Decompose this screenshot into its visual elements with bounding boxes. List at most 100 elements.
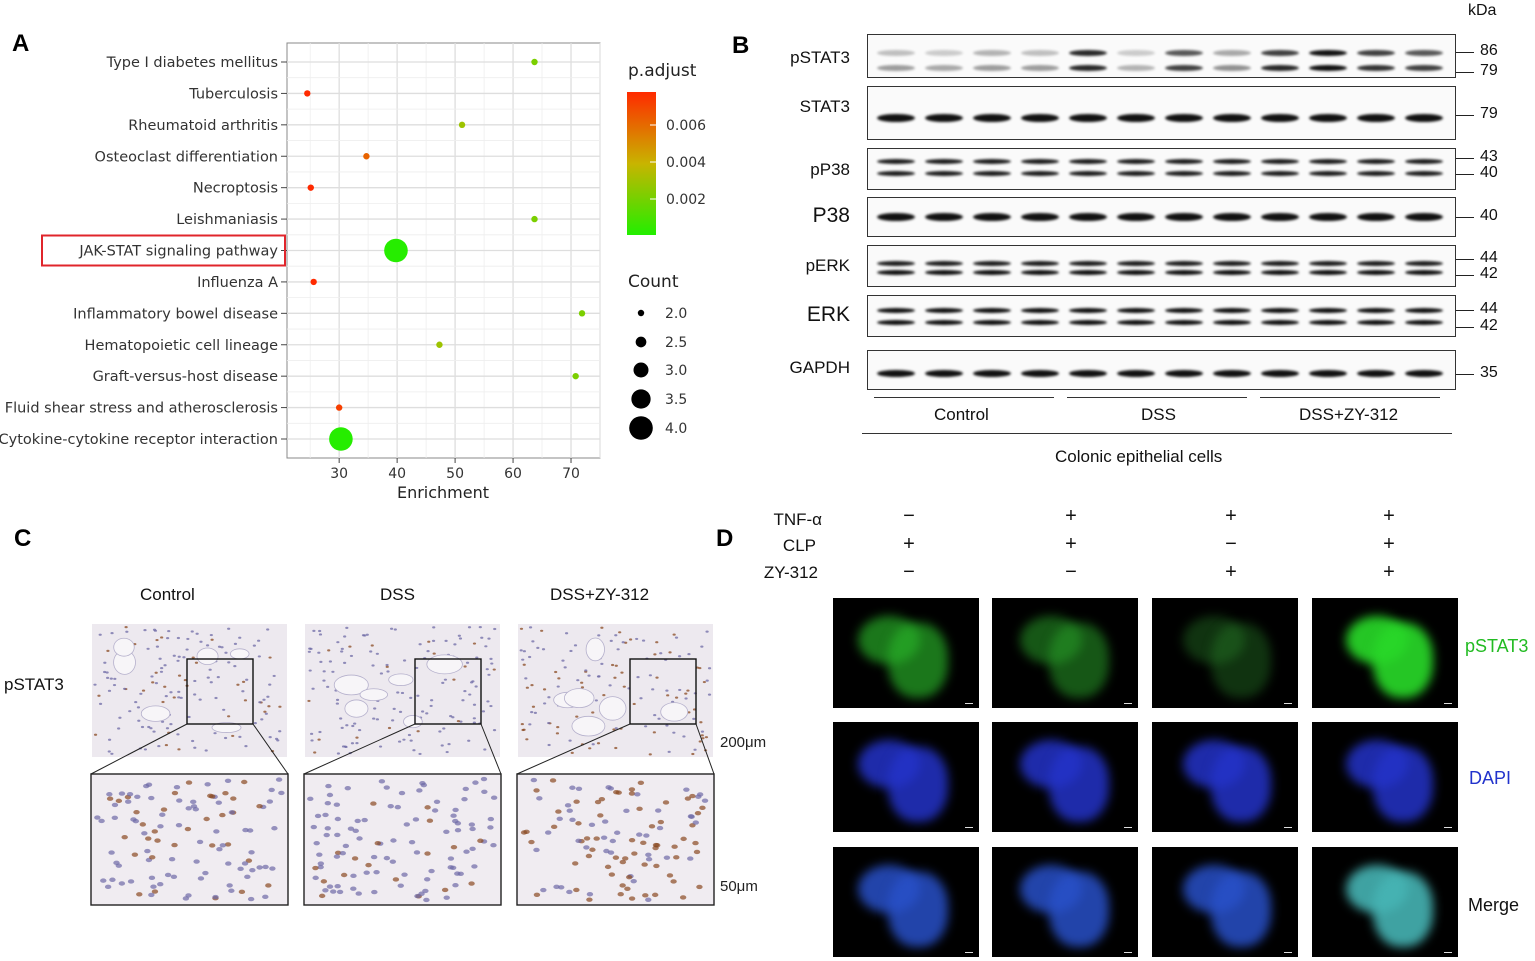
data-point [329, 427, 353, 451]
blot-gapdh [867, 350, 1456, 390]
nucleus [227, 627, 231, 630]
crypt [585, 637, 605, 662]
nucleus-zoom [324, 800, 332, 806]
nucleus [557, 677, 561, 680]
nucleus [205, 644, 210, 647]
nucleus-zoom [170, 874, 178, 879]
nucleus [530, 711, 534, 714]
nucleus [556, 726, 560, 729]
nucleus [591, 743, 595, 746]
nucleus [418, 752, 422, 756]
nucleus [238, 735, 242, 738]
nucleus-zoom [130, 817, 137, 822]
panel-label-d: D [716, 525, 734, 552]
nucleus [389, 627, 394, 630]
panel-label-a: A [12, 30, 30, 57]
blot-band [1213, 213, 1251, 221]
nucleus-zoom [490, 842, 497, 848]
nucleus-zoom [378, 779, 386, 784]
nucleus-zoom [695, 794, 702, 799]
blot-band [1021, 213, 1059, 221]
nucleus-zoom [692, 840, 699, 846]
blot-label-stat3: STAT3 [799, 97, 850, 116]
nucleus [691, 752, 695, 756]
blot-band [925, 170, 963, 176]
blot-band [1117, 50, 1155, 56]
scale-bar [1124, 702, 1132, 704]
nucleus-zoom [619, 859, 627, 865]
category-label: Type I diabetes mellitus [106, 55, 278, 71]
nucleus-zoom [613, 830, 621, 835]
nucleus [103, 670, 107, 674]
nucleus [134, 700, 138, 704]
nucleus [153, 629, 158, 632]
blot-band [877, 260, 915, 266]
blot-band [1021, 307, 1059, 313]
nucleus-zoom [131, 852, 139, 857]
nucleus [266, 695, 270, 698]
data-point [335, 404, 343, 411]
nucleus [452, 678, 456, 681]
nucleus [385, 665, 389, 668]
nucleus [533, 711, 537, 714]
nucleus-zoom [662, 800, 670, 805]
nucleus [449, 714, 453, 718]
crypt [113, 637, 135, 657]
nucleus-zoom [461, 796, 468, 802]
nucleus-zoom [558, 885, 565, 890]
nucleus [520, 722, 524, 726]
nucleus [445, 750, 449, 754]
nucleus-zoom [598, 796, 606, 802]
nucleus-zoom [144, 848, 151, 854]
blot-band [1069, 260, 1107, 266]
nucleus-zoom [106, 792, 113, 797]
nucleus-zoom [468, 822, 476, 827]
nucleus [621, 641, 625, 644]
nucleus-zoom [533, 788, 540, 793]
nucleus [268, 736, 272, 739]
nucleus [570, 751, 574, 754]
nucleus [409, 696, 413, 699]
nucleus [257, 655, 261, 658]
nucleus-zoom [657, 819, 665, 825]
nucleus-zoom [136, 892, 143, 897]
nucleus [580, 681, 584, 684]
nucleus [687, 653, 691, 656]
blot-band [1309, 369, 1347, 377]
nucleus [139, 692, 143, 695]
nucleus [308, 669, 312, 672]
blot-band [1117, 307, 1155, 313]
nucleus [185, 648, 189, 651]
nucleus [113, 677, 117, 680]
nucleus-zoom [619, 883, 626, 888]
nucleus-zoom [322, 888, 329, 893]
kda-tick [1456, 174, 1474, 175]
kda-tick [1456, 158, 1474, 159]
nucleus-zoom [148, 795, 155, 801]
nucleus [373, 707, 377, 710]
nucleus-zoom [533, 847, 540, 853]
nucleus-zoom [624, 886, 631, 891]
nucleus [632, 702, 636, 706]
nucleus-zoom [403, 822, 411, 827]
category-label: Osteoclast differentiation [95, 149, 278, 165]
nucleus-zoom [553, 884, 560, 890]
nucleus [467, 739, 471, 742]
nucleus-zoom [151, 829, 158, 834]
blot-band [1261, 65, 1299, 71]
scale-bar [1284, 702, 1292, 704]
nucleus [112, 683, 117, 687]
nucleus-zoom [612, 855, 620, 860]
nucleus-zoom [416, 788, 423, 793]
blot-band [973, 50, 1011, 56]
nucleus-zoom [608, 872, 616, 877]
nucleus [263, 710, 267, 713]
kda-tick [1456, 310, 1474, 311]
blot-band [973, 319, 1011, 325]
nucleus [457, 634, 461, 637]
nucleus [369, 650, 373, 653]
nucleus [430, 699, 434, 702]
blot-band [925, 369, 963, 377]
nucleus-zoom [701, 798, 709, 803]
blot-band [1309, 213, 1347, 221]
